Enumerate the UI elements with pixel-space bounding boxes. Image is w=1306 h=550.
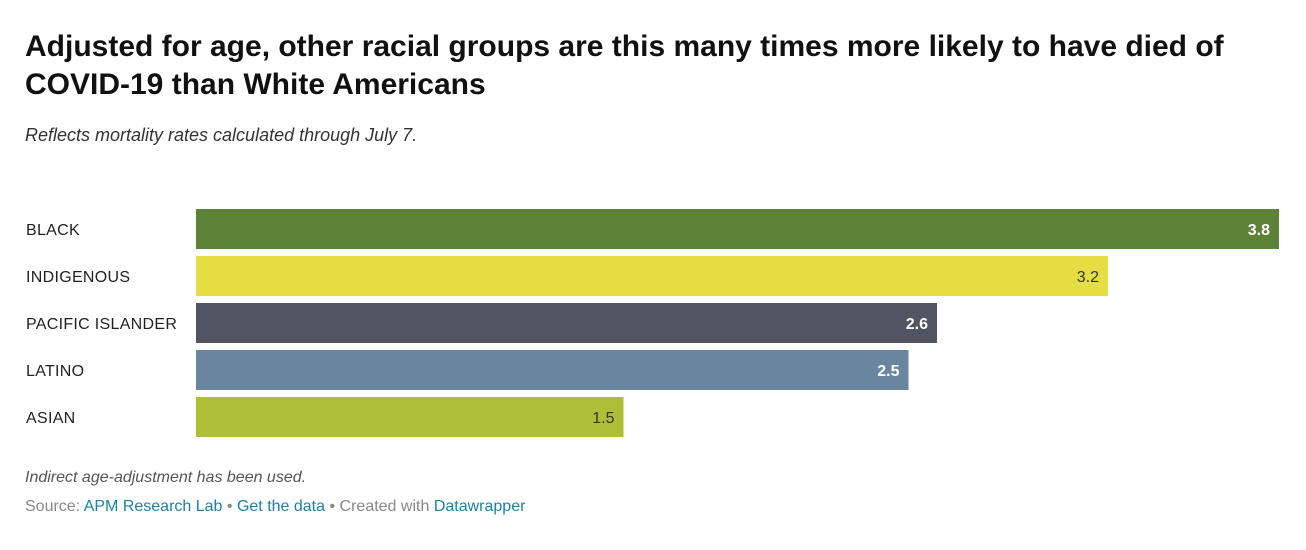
- chart-notes: Indirect age-adjustment has been used.: [25, 469, 307, 486]
- get-data-link[interactable]: Get the data: [236, 498, 326, 515]
- source-label: Source:: [25, 498, 81, 515]
- value-label-pacific-islander: 2.6: [906, 316, 928, 333]
- chart-title: Adjusted for age, other racial groups ar…: [25, 30, 1224, 101]
- chart-subtitle: Reflects mortality rates calculated thro…: [25, 125, 418, 145]
- bar-latino: [196, 350, 909, 390]
- separator-2: •: [329, 498, 336, 515]
- bar-black: [196, 209, 1279, 249]
- created-with-label: Created with: [339, 498, 430, 515]
- bar-chart: BLACK 3.8 INDIGENOUS 3.2 PACIFIC ISLANDER 2.6…: [26, 209, 1279, 437]
- value-label-black: 3.8: [1248, 222, 1270, 239]
- datawrapper-link[interactable]: Datawrapper: [433, 498, 526, 515]
- separator-1: •: [226, 498, 233, 515]
- category-label-latino: LATINO: [26, 363, 84, 380]
- bar-pacific-islander: [196, 303, 937, 343]
- category-label-black: BLACK: [26, 222, 80, 239]
- category-label-asian: ASIAN: [26, 410, 76, 427]
- value-label-latino: 2.5: [877, 363, 899, 380]
- bar-asian: [196, 397, 624, 437]
- value-label-indigenous: 3.2: [1077, 269, 1099, 286]
- value-label-asian: 1.5: [592, 410, 614, 427]
- category-label-indigenous: INDIGENOUS: [26, 269, 130, 286]
- bar-indigenous: [196, 256, 1108, 296]
- source-link[interactable]: APM Research Lab: [83, 498, 223, 515]
- source-line: Source: APM Research Lab • Get the data …: [25, 497, 525, 517]
- category-label-pacific-islander: PACIFIC ISLANDER: [26, 316, 177, 333]
